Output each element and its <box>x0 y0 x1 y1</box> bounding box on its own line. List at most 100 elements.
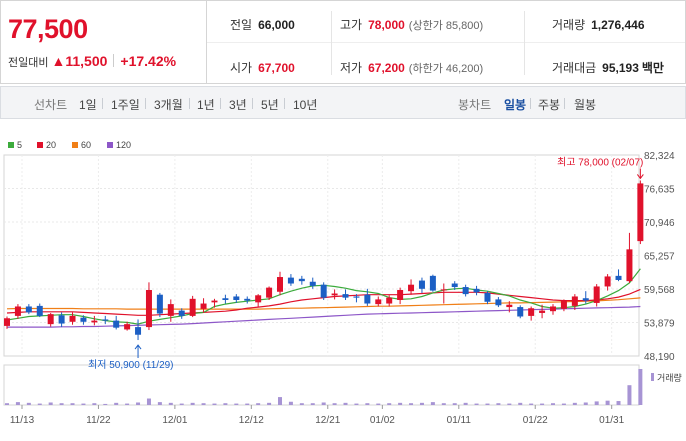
y-tick-label: 53,879 <box>644 319 675 330</box>
candle-body <box>637 183 644 242</box>
candle-weekly[interactable]: 주봉 <box>538 98 561 112</box>
low-label: 저가 <box>340 61 363 75</box>
volume-bar <box>463 402 468 405</box>
volume-bar <box>452 403 457 405</box>
volume-bar <box>441 403 446 405</box>
volume-bar <box>343 402 348 405</box>
price-change: 전일대비 ▲11,500 +17.42% <box>8 53 176 70</box>
candle-body <box>418 280 425 289</box>
volume-bar <box>190 402 195 405</box>
period-3m[interactable]: 3개월 <box>154 98 183 112</box>
candle-body <box>429 275 436 291</box>
x-tick-label: 01/31 <box>599 415 624 426</box>
candle-body <box>145 289 152 328</box>
candle-monthly[interactable]: 월봉 <box>574 98 597 112</box>
legend-swatch <box>72 142 78 148</box>
volume-bar <box>551 403 555 405</box>
volume-bar <box>398 402 403 405</box>
volume-bar <box>354 403 359 405</box>
candle-body <box>135 327 142 335</box>
candle-body <box>517 307 524 317</box>
x-tick-label: 11/22 <box>86 415 111 426</box>
candle-body <box>47 314 54 325</box>
divider <box>102 98 103 109</box>
volume-bar <box>114 402 119 405</box>
period-3y[interactable]: 3년 <box>229 98 247 112</box>
min-price-label: 최저 50,900 (11/29) <box>88 359 174 371</box>
candle-body <box>309 281 316 286</box>
volume-bar <box>201 403 206 405</box>
volume-bar <box>321 402 326 405</box>
candle-body <box>320 284 327 298</box>
lower-limit: (하한가 46,200) <box>408 63 484 75</box>
candlestick-chart: 5 20 60 120 거래량 82,324 76,635 70,946 65,257 59,… <box>3 140 682 426</box>
prev-close: 전일 66,000 <box>230 16 295 33</box>
period-1d[interactable]: 1일 <box>79 98 97 112</box>
candle-body <box>626 249 633 282</box>
change-label: 전일대비 <box>8 57 49 69</box>
change-divider <box>113 54 115 67</box>
volume-bar <box>168 402 173 405</box>
legend-swatch <box>107 142 113 148</box>
low-price: 저가 67,200 (하한가 46,200) <box>340 59 483 76</box>
divider <box>530 98 531 109</box>
period-1w[interactable]: 1주일 <box>111 98 140 112</box>
volume-bar <box>288 401 293 405</box>
volume-value: 1,276,446 <box>591 18 645 32</box>
volume-bar <box>529 403 534 405</box>
legend-label: 20 <box>46 140 56 150</box>
candle-body <box>539 310 546 313</box>
volume-bar <box>332 403 337 405</box>
candle-body <box>277 277 283 292</box>
volume-bar <box>299 403 304 405</box>
candle-body <box>604 276 611 287</box>
y-tick-label: 70,946 <box>644 218 675 229</box>
volume-bar <box>365 403 370 405</box>
candle-body <box>484 292 491 302</box>
candle-body <box>375 299 382 305</box>
candle-body <box>386 297 393 304</box>
candle-body <box>255 295 262 303</box>
x-tick-label: 01/11 <box>447 415 472 426</box>
volume-bar <box>267 402 272 405</box>
period-10y[interactable]: 10년 <box>293 98 318 112</box>
volume-bar <box>419 402 424 405</box>
open-value: 67,700 <box>258 61 295 75</box>
low-value: 67,200 <box>368 61 405 75</box>
volume-bar <box>81 403 86 405</box>
volume-bar <box>92 403 97 405</box>
high-value: 78,000 <box>368 18 405 32</box>
change-percent: +17.42% <box>120 53 177 69</box>
volume-bar <box>256 403 261 405</box>
candle-daily[interactable]: 일봉 <box>504 98 527 112</box>
y-tick-label: 65,257 <box>644 252 675 263</box>
candle-body <box>36 305 43 316</box>
candle-body <box>342 294 349 298</box>
candle-chart-label: 봉차트 <box>458 98 492 112</box>
volume-bar <box>572 402 577 405</box>
col-divider-2 <box>524 11 525 75</box>
candle-body <box>14 306 21 316</box>
period-1y[interactable]: 1년 <box>197 98 215 112</box>
y-tick-label: 59,568 <box>644 285 675 296</box>
y-tick-label: 82,324 <box>644 151 675 162</box>
volume-bar <box>157 402 162 405</box>
min-price-arrow <box>134 344 142 359</box>
volume-legend-label: 거래량 <box>657 372 682 383</box>
period-5y[interactable]: 5년 <box>261 98 279 112</box>
line-chart-label: 선차트 <box>34 98 68 112</box>
volume-bar <box>48 402 53 405</box>
volume-bar <box>15 402 20 405</box>
divider <box>189 98 190 109</box>
volume-bar <box>518 402 523 405</box>
candle-body <box>287 277 294 284</box>
volume-bar <box>212 403 217 405</box>
divider <box>252 98 253 109</box>
candle-body <box>102 319 109 321</box>
high-price: 고가 78,000 (상한가 85,800) <box>340 16 483 33</box>
volume-bar <box>37 403 42 405</box>
open-price: 시가 67,700 <box>230 59 295 76</box>
volume-bar <box>561 403 566 405</box>
candle-body <box>364 294 371 304</box>
